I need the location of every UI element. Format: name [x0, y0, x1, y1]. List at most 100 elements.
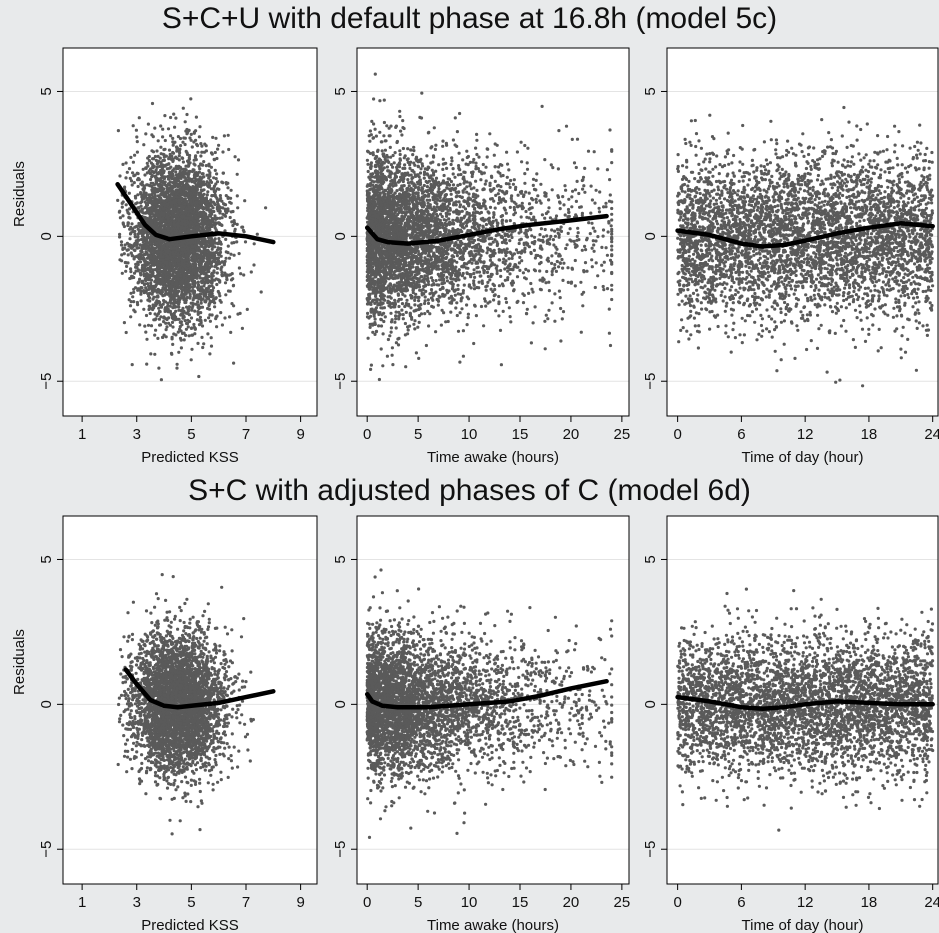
data-point [161, 128, 164, 131]
data-point [159, 177, 162, 180]
data-point [231, 224, 234, 227]
data-point [199, 316, 202, 319]
data-point [175, 165, 178, 168]
data-point [181, 141, 184, 144]
data-point [459, 311, 462, 314]
data-point [203, 230, 206, 233]
data-point [154, 329, 157, 332]
x-tick-label: 5 [187, 426, 195, 443]
data-point [125, 265, 128, 268]
data-point [128, 298, 131, 301]
data-point [159, 231, 162, 234]
data-point [534, 256, 537, 259]
data-point [527, 269, 530, 272]
data-point [166, 186, 169, 189]
data-point [149, 312, 152, 315]
data-point [211, 313, 214, 316]
data-point [221, 213, 224, 216]
data-point [162, 230, 165, 233]
data-point [163, 334, 166, 337]
data-point [190, 358, 193, 361]
data-point [160, 378, 163, 381]
data-point [177, 290, 180, 293]
data-point [221, 323, 224, 326]
data-point [187, 291, 190, 294]
data-point [139, 260, 142, 263]
data-point [138, 178, 141, 181]
data-point [132, 309, 135, 312]
data-point [170, 172, 173, 175]
data-point [216, 242, 219, 245]
data-point [200, 336, 203, 339]
data-point [196, 219, 199, 222]
data-point [155, 159, 158, 162]
data-point [144, 262, 147, 265]
data-point [238, 266, 241, 269]
data-point [215, 315, 218, 318]
y-tick-label: 5 [38, 87, 55, 95]
data-point [202, 175, 205, 178]
data-point [173, 268, 176, 271]
data-point [121, 248, 124, 251]
data-point [199, 319, 202, 322]
data-point [170, 353, 173, 356]
data-point [211, 153, 214, 156]
data-point [225, 211, 228, 214]
data-point [230, 302, 233, 305]
data-point [123, 186, 126, 189]
data-point [136, 151, 139, 154]
data-point [145, 192, 148, 195]
data-point [159, 323, 162, 326]
data-point [206, 258, 209, 261]
data-point [188, 156, 191, 159]
data-point [214, 193, 217, 196]
data-point [184, 216, 187, 219]
data-point [516, 275, 519, 278]
data-point [124, 176, 127, 179]
data-point [206, 274, 209, 277]
data-point [206, 193, 209, 196]
data-point [564, 213, 567, 216]
data-point [205, 198, 208, 201]
data-point [205, 263, 208, 266]
data-point [200, 299, 203, 302]
data-point [188, 179, 191, 182]
data-point [178, 281, 181, 284]
data-point [178, 263, 181, 266]
data-point [154, 317, 157, 320]
data-point [174, 316, 177, 319]
data-point [142, 143, 145, 146]
data-point [187, 271, 190, 274]
data-point [192, 265, 195, 268]
data-point [196, 178, 199, 181]
data-point [197, 293, 200, 296]
data-point [153, 127, 156, 130]
y-tick-label: −5 [38, 373, 55, 390]
data-point [179, 137, 182, 140]
data-point [167, 289, 170, 292]
data-point [175, 246, 178, 249]
data-point [593, 202, 596, 205]
data-point [148, 212, 151, 215]
data-point [185, 288, 188, 291]
data-point [176, 205, 179, 208]
data-point [174, 170, 177, 173]
data-point [193, 159, 196, 162]
data-point [136, 140, 139, 143]
data-point [208, 221, 211, 224]
data-point [189, 97, 192, 100]
data-point [184, 165, 187, 168]
data-point [191, 145, 194, 148]
data-point [195, 272, 198, 275]
data-point [171, 233, 174, 236]
data-point [133, 181, 136, 184]
data-point [218, 294, 221, 297]
data-point [161, 217, 164, 220]
data-point [146, 235, 149, 238]
data-point [224, 203, 227, 206]
data-point [169, 196, 172, 199]
data-point [193, 175, 196, 178]
data-point [164, 139, 167, 142]
data-point [142, 257, 145, 260]
data-point [135, 135, 138, 138]
